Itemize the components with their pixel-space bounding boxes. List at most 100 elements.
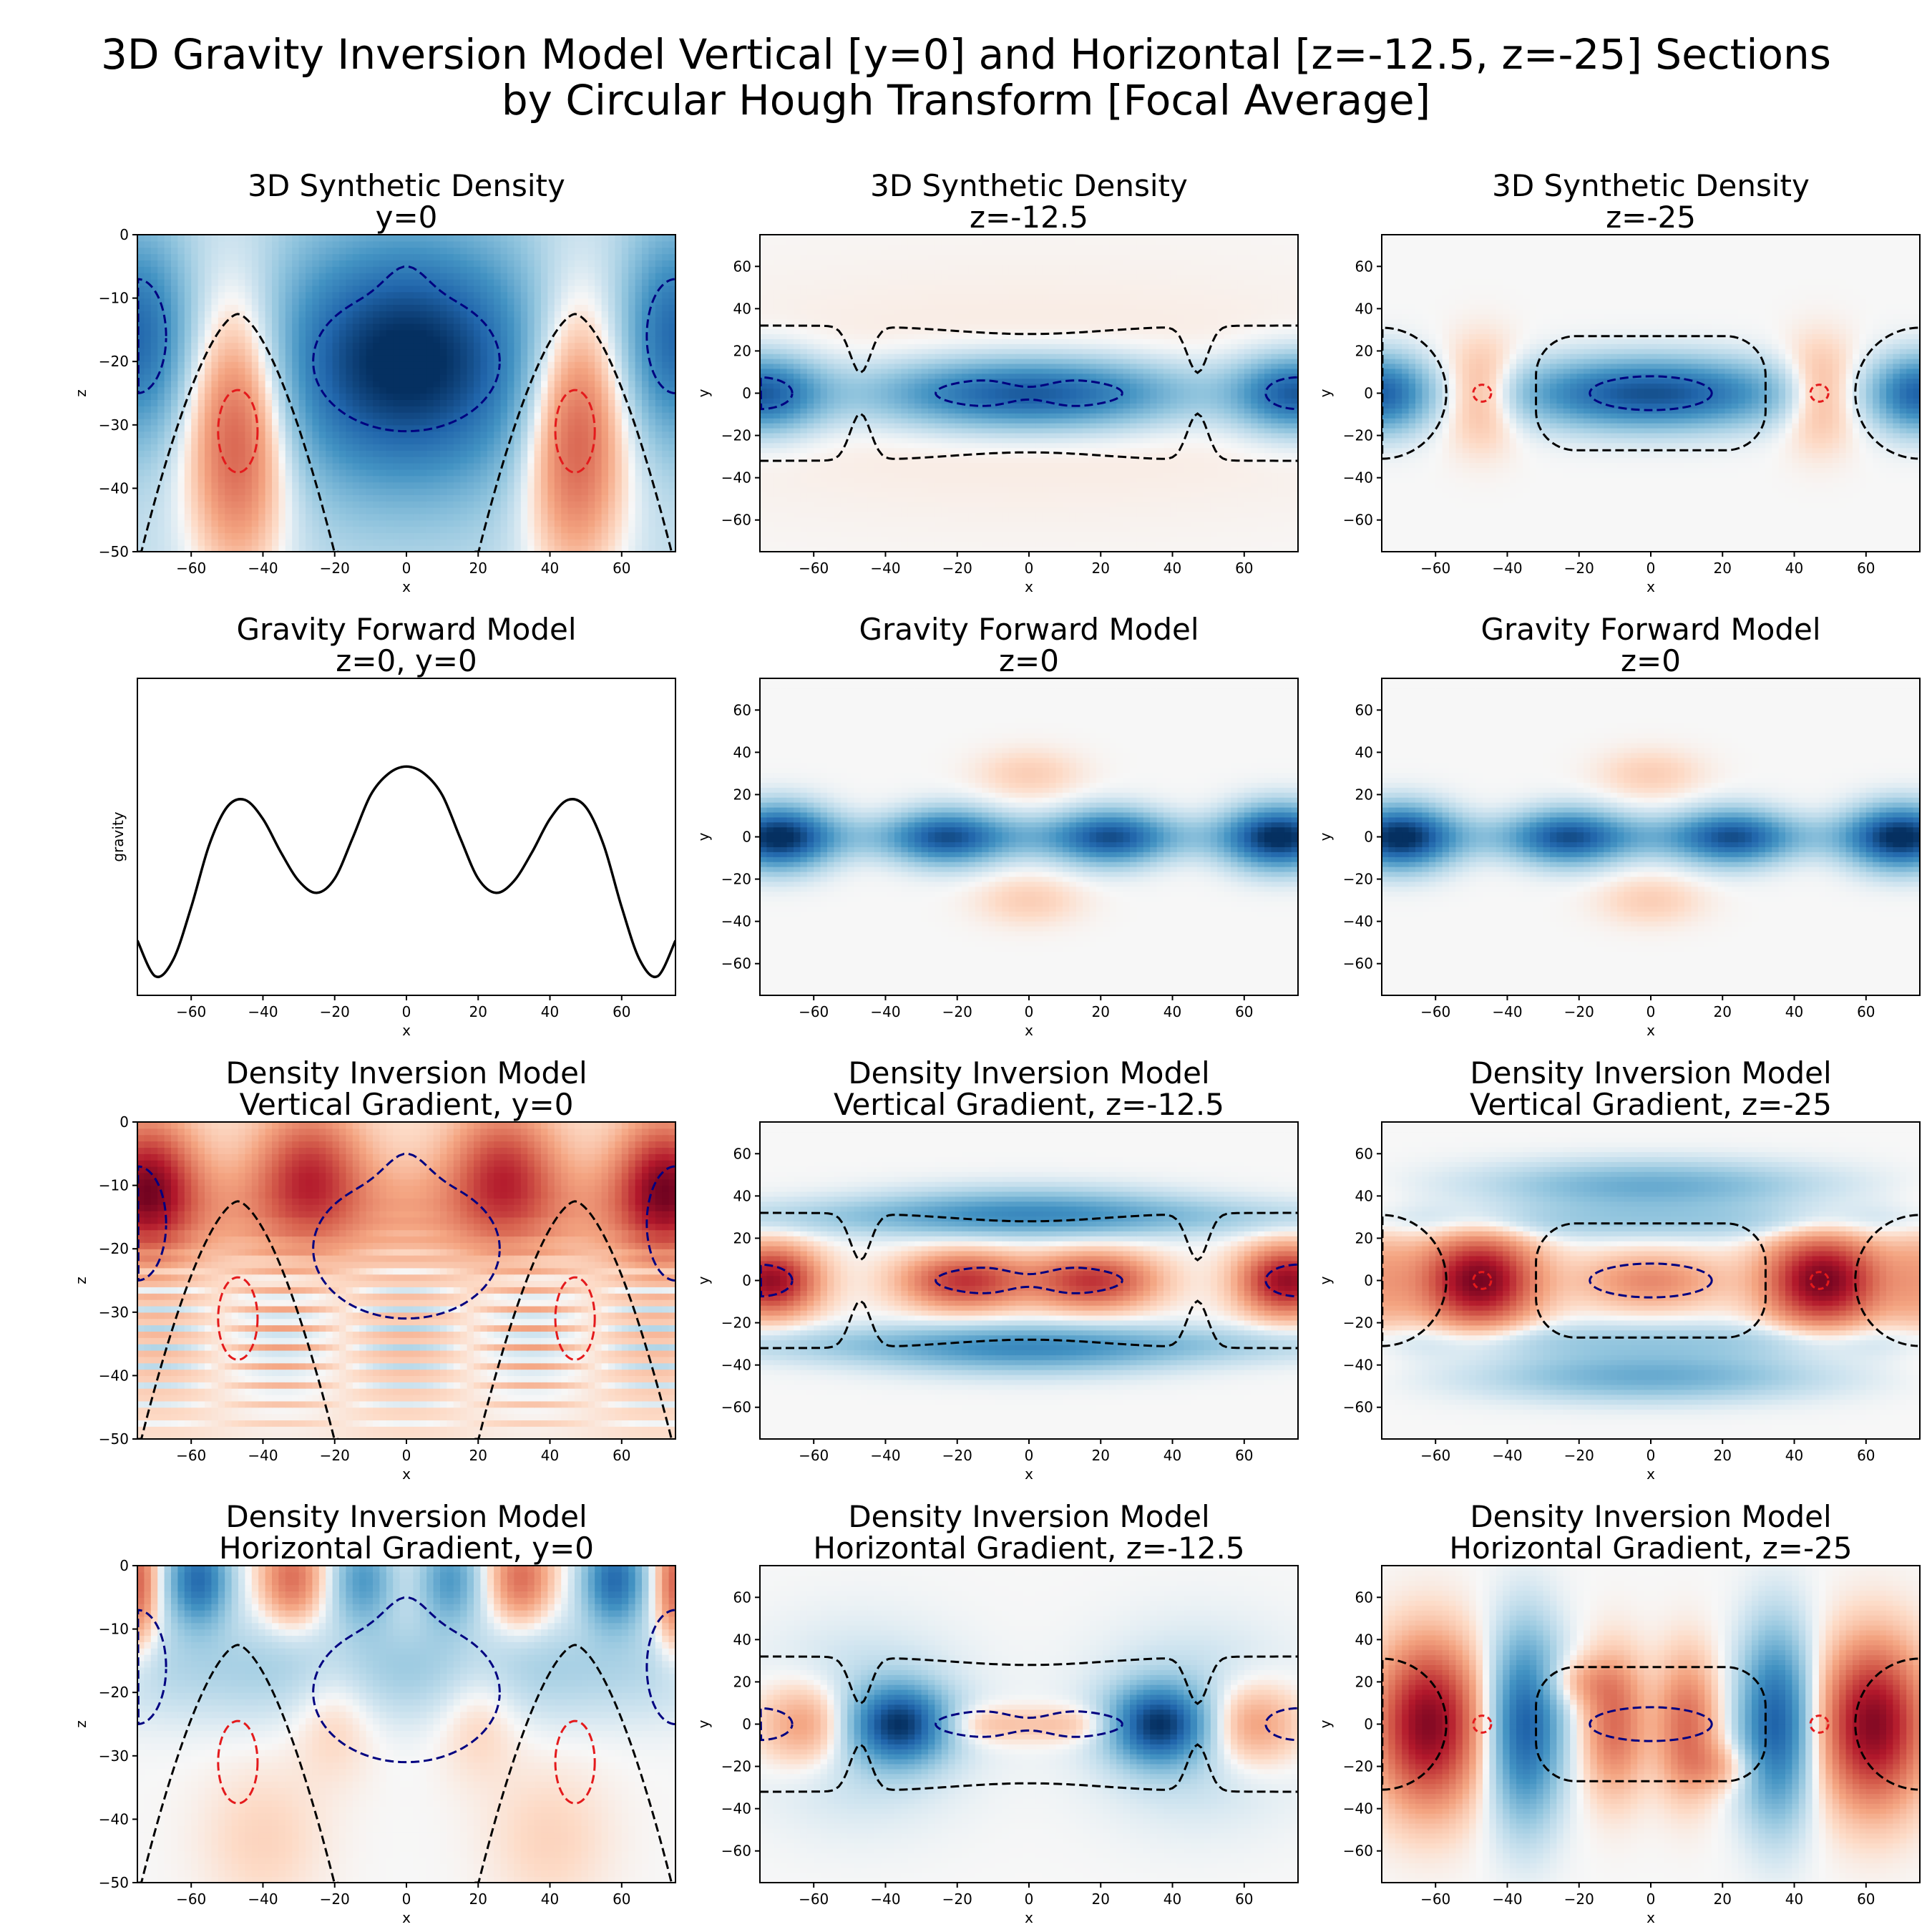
heatmap-cell (137, 412, 145, 419)
heatmap-cell (406, 545, 414, 552)
heatmap-cell (265, 513, 273, 521)
heatmap-cell (413, 437, 421, 444)
heatmap-cell (547, 247, 555, 255)
heatmap-cell (494, 348, 502, 356)
heatmap-cell (292, 298, 300, 306)
heatmap-cell (164, 399, 172, 406)
heatmap-cell (554, 457, 562, 464)
heatmap-cell (921, 537, 929, 542)
heatmap-cell (662, 457, 670, 464)
heatmap-cell (292, 235, 300, 242)
heatmap-cell (393, 240, 401, 248)
heatmap-cell (157, 266, 165, 273)
heatmap-cell (298, 317, 306, 324)
heatmap-cell (834, 497, 841, 503)
heatmap-cell (968, 547, 976, 552)
heatmap-cell (359, 342, 367, 350)
heatmap-cell (881, 517, 889, 523)
heatmap-cell (144, 469, 152, 477)
heatmap-cell (366, 291, 374, 299)
heatmap-cell (171, 475, 178, 483)
heatmap-cell (191, 311, 199, 318)
heatmap-cell (1163, 517, 1171, 523)
heatmap-cell (393, 526, 401, 534)
heatmap-cell (197, 279, 205, 286)
heatmap-cell (238, 482, 245, 489)
heatmap-cell (1109, 522, 1117, 527)
heatmap-cell (601, 240, 609, 248)
heatmap-cell (272, 469, 279, 477)
heatmap-cell (332, 437, 340, 444)
heatmap-cell (982, 492, 990, 498)
heatmap-cell (157, 336, 165, 343)
heatmap-cell (648, 336, 656, 343)
heatmap-cell (433, 406, 441, 413)
heatmap-cell (1237, 502, 1245, 508)
heatmap-cell (413, 475, 421, 483)
heatmap-cell (406, 431, 414, 439)
heatmap-cell (995, 502, 1002, 508)
heatmap-cell (642, 235, 649, 242)
heatmap-cell (1123, 527, 1131, 532)
heatmap-cell (447, 285, 454, 293)
heatmap-cell (164, 526, 172, 534)
heatmap-cell (982, 527, 990, 532)
heatmap-cell (1231, 542, 1238, 547)
heatmap-cell (648, 501, 656, 508)
heatmap-cell (306, 462, 313, 470)
heatmap-cell (1083, 507, 1091, 513)
heatmap-cell (662, 399, 670, 406)
heatmap-cell (460, 507, 468, 514)
heatmap-cell (426, 311, 434, 318)
heatmap-cell (480, 253, 488, 261)
heatmap-cell (278, 475, 286, 483)
heatmap-cell (567, 532, 575, 540)
heatmap-cell (1069, 497, 1077, 503)
heatmap-cell (520, 374, 528, 381)
heatmap-cell (494, 380, 502, 388)
heatmap-cell (601, 424, 609, 432)
heatmap-cell (144, 539, 152, 546)
heatmap-cell (628, 507, 636, 514)
heatmap-cell (587, 342, 595, 350)
heatmap-cell (541, 462, 548, 470)
heatmap-cell (393, 355, 401, 362)
heatmap-cell (205, 253, 212, 261)
heatmap-cell (346, 418, 353, 426)
heatmap-cell (306, 539, 313, 546)
heatmap-cell (547, 457, 555, 464)
heatmap-cell (386, 361, 394, 369)
heatmap-cell (575, 336, 582, 343)
heatmap-cell (211, 457, 219, 464)
heatmap-cell (386, 368, 394, 375)
heatmap-cell (406, 513, 414, 521)
heatmap-cell (393, 317, 401, 324)
heatmap-cell (393, 273, 401, 280)
heatmap-cell (575, 488, 582, 495)
heatmap-cell (1190, 517, 1198, 523)
heatmap-cell (393, 329, 401, 337)
heatmap-cell (197, 311, 205, 318)
heatmap-cell (238, 323, 245, 331)
heatmap-cell (285, 298, 293, 306)
heatmap-cell (332, 253, 340, 261)
heatmap-cell (157, 304, 165, 311)
heatmap-cell (1277, 532, 1285, 537)
heatmap-cell (447, 462, 454, 470)
heatmap-cell (561, 462, 569, 470)
heatmap-cell (642, 545, 649, 552)
heatmap-cell (655, 273, 663, 280)
heatmap-cell (467, 488, 474, 495)
heatmap-cell (386, 247, 394, 255)
heatmap-cell (164, 304, 172, 311)
heatmap-cell (1136, 537, 1144, 542)
heatmap-cell (265, 279, 273, 286)
heatmap-cell (251, 462, 259, 470)
heatmap-cell (191, 462, 199, 470)
heatmap-cell (601, 450, 609, 457)
heatmap-cell (487, 361, 494, 369)
heatmap-cell (373, 348, 380, 356)
heatmap-cell (494, 424, 502, 432)
heatmap-cell (298, 285, 306, 293)
heatmap-cell (547, 513, 555, 521)
